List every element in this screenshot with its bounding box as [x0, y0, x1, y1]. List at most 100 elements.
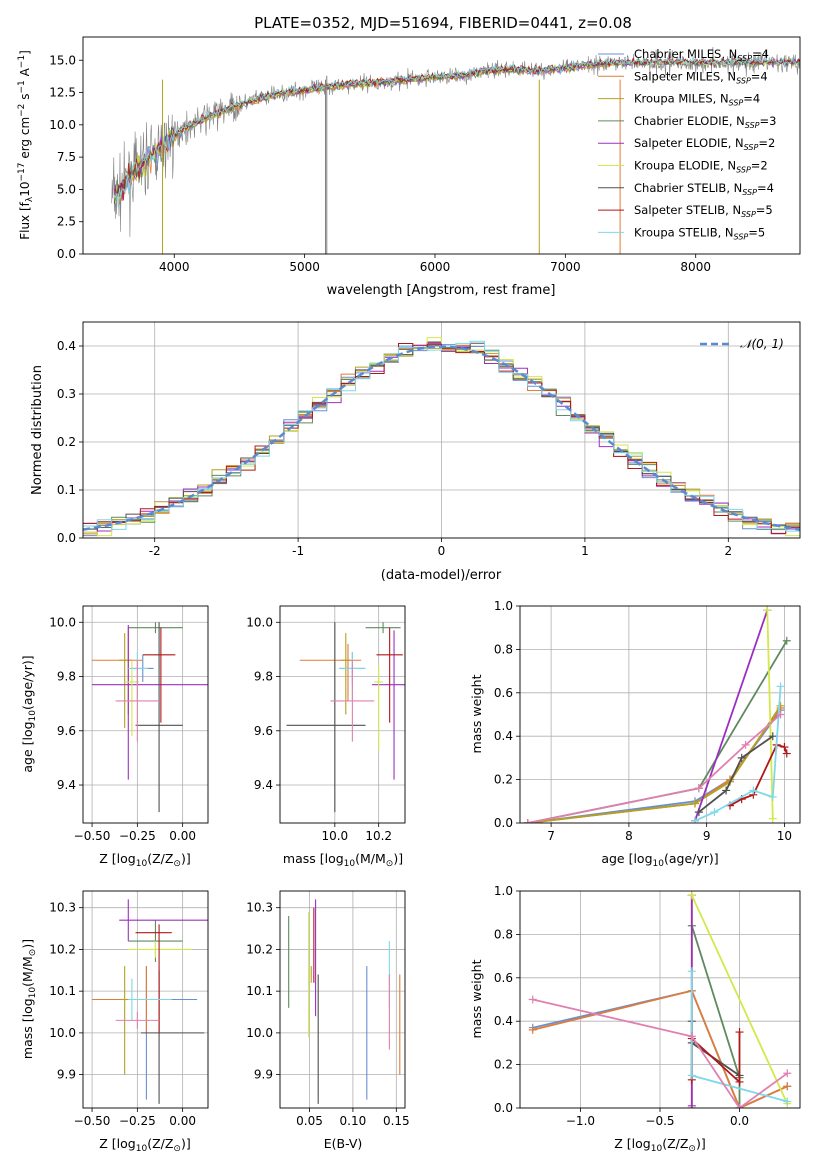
y-tick-label: 0.4 [494, 729, 513, 743]
x-tick-label: 2 [724, 544, 732, 558]
weight-marker [741, 740, 750, 749]
y-tick-label: 0.4 [57, 339, 76, 353]
weight-marker [735, 1077, 744, 1086]
weight-marker [776, 710, 785, 719]
x-tick-label: 9 [703, 829, 711, 843]
x-tick-label: 10.2 [365, 829, 392, 843]
x-tick-label: 0.10 [340, 1114, 367, 1128]
x-tick-label: −0.5 [645, 1114, 674, 1128]
y-tick-label: 0.2 [494, 1058, 513, 1072]
y-tick-label: 2.5 [57, 215, 76, 229]
y-tick-label: 10.0 [246, 615, 273, 629]
legend-label: Salpeter ELODIE, NSSP=2 [634, 136, 775, 152]
y-tick-label: 0.6 [494, 971, 513, 985]
x-tick-label: 8 [625, 829, 633, 843]
y-axis-label: Normed distribution [30, 365, 45, 495]
y-tick-label: 0.2 [57, 435, 76, 449]
x-axis-label: Z [log10(Z/Z⊙)] [99, 1136, 190, 1154]
y-tick-label: 10.2 [49, 942, 76, 956]
x-tick-label: 1 [581, 544, 589, 558]
y-tick-label: 0.8 [494, 642, 513, 656]
plot-area-residuals [83, 322, 800, 538]
y-tick-label: 9.4 [57, 778, 76, 792]
y-tick-label: 12.5 [49, 86, 76, 100]
y-tick-label: 1.0 [494, 599, 513, 613]
x-axis-label: Z [log10(Z/Z⊙)] [614, 1136, 705, 1154]
weight-marker [687, 1071, 696, 1080]
y-tick-label: 0.2 [494, 773, 513, 787]
panel-age_vs_mass: 10.0 10.2 9.4 9.6 9.8 10.0 mass [log10(M/M⊙)] [246, 605, 406, 869]
weight-marker [782, 636, 791, 645]
residual-histogram [83, 337, 800, 537]
figure-title: PLATE=0352, MJD=51694, FIBERID=0441, z=0… [254, 14, 632, 32]
weight-marker [722, 786, 731, 795]
y-tick-label: 0.8 [494, 927, 513, 941]
legend-label: Kroupa MILES, NSSP=4 [634, 92, 760, 108]
legend-label: Kroupa STELIB, NSSP=5 [634, 225, 765, 241]
y-tick-label: 10.0 [246, 1026, 273, 1040]
x-axis-label: (data-model)/error [381, 568, 502, 583]
x-axis-label: mass [log10(M/M⊙)] [283, 851, 403, 869]
weight-line [527, 713, 782, 823]
weight-marker [687, 891, 696, 900]
x-tick-label: 0.05 [296, 1114, 323, 1128]
weight-marker [528, 995, 537, 1004]
x-tick-label: −0.50 [74, 829, 111, 843]
y-tick-label: 7.5 [57, 150, 76, 164]
y-tick-label: 9.8 [57, 670, 76, 684]
x-tick-label: 7 [547, 829, 555, 843]
y-tick-label: 10.3 [49, 901, 76, 915]
y-tick-label: 1.0 [494, 884, 513, 898]
legend-label: Salpeter MILES, NSSP=4 [634, 69, 768, 85]
x-tick-label: 5000 [289, 260, 320, 274]
weight-marker [783, 1069, 792, 1078]
y-axis-label: age [log10(age/yr)] [20, 655, 38, 772]
weight-line [694, 610, 769, 822]
y-axis-label: mass weight [469, 674, 484, 753]
plot-area-spectrum [111, 46, 800, 254]
y-tick-label: 0.0 [494, 816, 513, 830]
x-tick-label: 7000 [550, 260, 581, 274]
x-tick-label: 8000 [680, 260, 711, 274]
weight-marker [768, 732, 777, 741]
y-tick-label: 0.0 [57, 531, 76, 545]
weight-marker [710, 808, 719, 817]
y-tick-label: 10.0 [49, 1026, 76, 1040]
plot-area-age_vs_mass [280, 606, 405, 823]
y-tick-label: 0.0 [57, 247, 76, 261]
x-tick-label: -1 [292, 544, 304, 558]
x-axis-label: age [log10(age/yr)] [601, 851, 718, 869]
weight-marker [528, 1025, 537, 1034]
y-tick-label: 10.0 [49, 615, 76, 629]
weight-marker [768, 814, 777, 823]
weight-marker [782, 749, 791, 758]
weight-line [690, 894, 789, 1105]
x-tick-label: 10.0 [321, 829, 348, 843]
weight-marker [783, 1097, 792, 1106]
plot-area-age_vs_Z [83, 606, 208, 823]
x-tick-label: -2 [149, 544, 161, 558]
weight-line [766, 610, 774, 819]
weight-marker [694, 808, 703, 817]
plot-area-weight_vs_age [520, 606, 800, 823]
weight-marker [783, 1082, 792, 1091]
y-tick-label: 0.6 [494, 686, 513, 700]
weight-line [527, 709, 782, 823]
weight-marker [776, 701, 785, 710]
x-tick-label: −0.50 [74, 1114, 111, 1128]
axes-frame [82, 36, 801, 255]
x-axis-label: E(B-V) [324, 1136, 363, 1151]
residual-histogram [83, 340, 800, 532]
y-tick-label: 0.1 [57, 483, 76, 497]
weight-marker [687, 1032, 696, 1041]
model-spectrum [113, 56, 800, 201]
weight-line [698, 735, 774, 813]
legend-label: Chabrier MILES, NSSP=4 [634, 47, 769, 63]
legend-label: Salpeter STELIB, NSSP=5 [634, 203, 773, 219]
model-spectrum [113, 55, 800, 208]
legend-label: Kroupa ELODIE, NSSP=2 [634, 159, 768, 175]
panel-mass_vs_Z: −0.50 −0.25 0.00 9.9 10.0 10.1 10.2 10.3 Z [log1… [20, 890, 209, 1154]
y-tick-label: 9.6 [57, 724, 76, 738]
weight-marker [523, 819, 532, 823]
